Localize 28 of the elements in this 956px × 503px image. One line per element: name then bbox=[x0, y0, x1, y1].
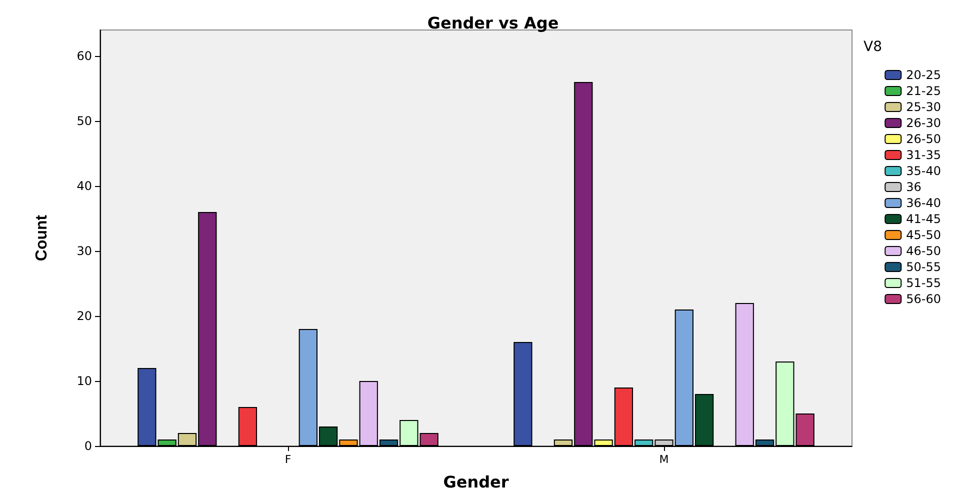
y-tick-label: 10 bbox=[76, 374, 92, 388]
y-tick-label: 60 bbox=[76, 49, 92, 63]
y-tick-label: 20 bbox=[76, 309, 92, 323]
legend-label: 36-40 bbox=[906, 196, 942, 210]
y-tick-label: 50 bbox=[76, 114, 92, 128]
y-tick-label: 0 bbox=[84, 439, 92, 453]
y-tick-label: 40 bbox=[76, 179, 92, 193]
legend-label: 25-30 bbox=[906, 100, 942, 114]
chart-title: Gender vs Age bbox=[427, 14, 559, 32]
legend-label: 26-50 bbox=[906, 132, 942, 146]
legend-label: 20-25 bbox=[906, 68, 942, 82]
legend-label: 26-30 bbox=[906, 116, 942, 130]
y-tick-label: 30 bbox=[76, 244, 92, 258]
legend-label: 56-60 bbox=[906, 292, 942, 306]
legend-label: 51-55 bbox=[906, 276, 942, 290]
legend-label: 21-25 bbox=[906, 84, 942, 98]
legend-label: 41-45 bbox=[906, 212, 942, 226]
legend-label: 31-35 bbox=[906, 148, 942, 162]
legend-label: 36 bbox=[906, 180, 922, 194]
y-axis-title: Count bbox=[34, 214, 50, 262]
legend-label: 50-55 bbox=[906, 260, 942, 274]
legend-label: 45-50 bbox=[906, 228, 942, 242]
x-axis-title: Gender bbox=[443, 472, 509, 492]
x-tick-label: M bbox=[659, 453, 669, 466]
legend-label: 46-50 bbox=[906, 244, 942, 258]
legend-label: 35-40 bbox=[906, 164, 942, 178]
legend-title: V8 bbox=[864, 39, 882, 55]
x-tick-label: F bbox=[284, 453, 292, 466]
